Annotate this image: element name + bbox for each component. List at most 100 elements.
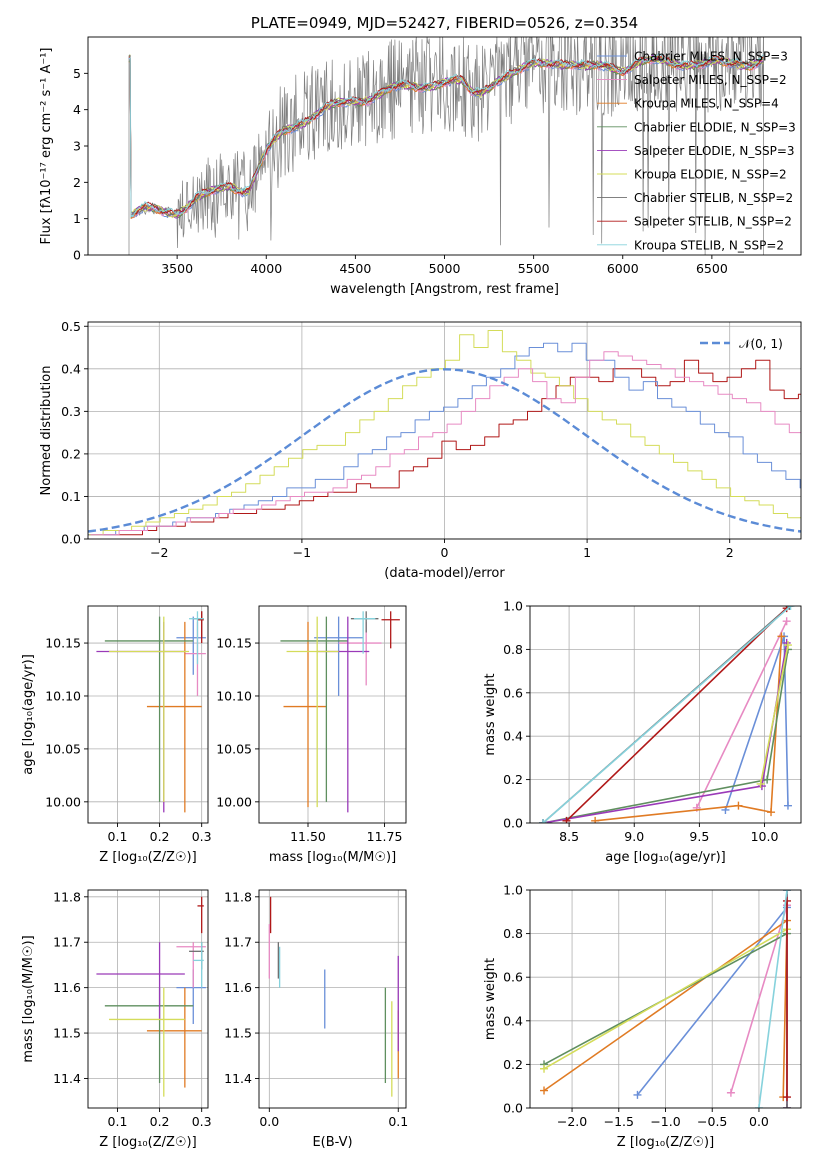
x-tick-label: 8.5 xyxy=(559,829,579,844)
x-tick-label: −1.5 xyxy=(604,1114,634,1129)
x-tick-label: −1 xyxy=(293,545,311,560)
y-axis-label: mass weight xyxy=(483,958,498,1040)
y-tick-label: 0 xyxy=(73,248,81,263)
legend-entry: 𝒩(0, 1) xyxy=(739,337,783,351)
chart-age_vs_mass: 11.50 11.75 10.00 10.05 10.10 10.15 mass [log₁… xyxy=(216,605,407,865)
x-axis-label: age [log₁₀(age/yr)] xyxy=(605,850,726,865)
weight-marker xyxy=(754,1104,763,1108)
y-tick-label: 0.0 xyxy=(503,816,523,831)
axes-frame xyxy=(87,605,209,824)
plot-area xyxy=(88,322,801,539)
y-tick-label: 0.3 xyxy=(61,404,81,419)
weight-series-salpeter-miles xyxy=(692,617,791,812)
histogram-step-salpeter-stelib xyxy=(88,359,801,536)
plot-area xyxy=(530,890,801,1108)
histogram-step-salpeter-miles xyxy=(90,351,801,536)
y-tick-label: 0.0 xyxy=(503,1101,523,1116)
plot-area xyxy=(530,606,801,823)
y-tick-label: 10.10 xyxy=(45,688,81,703)
y-tick-label: 0.1 xyxy=(61,489,81,504)
plot-area xyxy=(88,890,208,1108)
y-axis-label: age [log₁₀(age/yr)] xyxy=(21,654,36,775)
legend-entry: Salpeter MILES, N_SSP=2 xyxy=(634,73,787,87)
observed-spectrum-line xyxy=(128,37,764,255)
legend: Chabrier MILES, N_SSP=3 Salpeter MILES, N… xyxy=(597,50,796,252)
weight-marker xyxy=(782,617,791,626)
chart-spectrum: 3500 4000 4500 5000 5500 6000 6500 0 1 2 3 4 5 wavele… xyxy=(39,14,802,297)
y-tick-label: 0.8 xyxy=(503,642,523,657)
x-tick-label: 1 xyxy=(583,545,591,560)
data-point-kroupa-stelib xyxy=(189,611,204,665)
data-point-chabrier-elodie xyxy=(104,616,194,802)
y-tick-label: 11.6 xyxy=(53,980,81,995)
weight-marker xyxy=(782,1104,791,1108)
y-tick-label: 11.4 xyxy=(224,1071,252,1086)
data-point-salpeter-miles xyxy=(338,621,382,686)
data-point-kroupa-miles xyxy=(146,987,202,1088)
weight-marker xyxy=(562,816,571,823)
weight-marker xyxy=(782,890,791,894)
y-tick-label: 10.05 xyxy=(45,741,81,756)
weight-marker xyxy=(767,808,776,817)
weight-marker xyxy=(540,1064,549,1073)
legend-entry: Kroupa MILES, N_SSP=4 xyxy=(634,97,779,111)
x-tick-label: 0.2 xyxy=(150,829,170,844)
x-tick-label: 9.5 xyxy=(689,829,709,844)
plot-area xyxy=(88,606,208,823)
data-point-kroupa-miles xyxy=(283,621,327,808)
y-tick-label: 0.4 xyxy=(61,361,81,376)
x-axis-label: E(B-V) xyxy=(312,1135,352,1150)
weight-marker xyxy=(786,606,795,610)
weight-line xyxy=(730,905,788,1093)
weight-line xyxy=(696,620,788,809)
plot-area xyxy=(259,606,406,823)
legend-entry: Salpeter STELIB, N_SSP=2 xyxy=(634,215,792,229)
y-tick-label: 10.00 xyxy=(45,794,81,809)
axes-frame xyxy=(87,321,802,540)
weight-marker xyxy=(777,632,786,641)
data-point-salpeter-elodie xyxy=(96,621,185,813)
data-point-salpeter-miles xyxy=(184,621,206,696)
weight-marker xyxy=(726,1088,735,1097)
x-axis-label: Z [log₁₀(Z/Z☉)] xyxy=(617,1135,714,1150)
y-tick-label: 2 xyxy=(73,175,81,190)
x-tick-label: 0.1 xyxy=(108,829,128,844)
y-tick-label: 11.5 xyxy=(53,1026,81,1041)
chart-mass_vs_EBV: 0.0 0.1 11.4 11.5 11.6 11.7 11.8 E(B-V) xyxy=(224,889,408,1150)
x-tick-label: −2 xyxy=(150,545,168,560)
x-tick-label: 6000 xyxy=(607,261,639,276)
weight-marker xyxy=(782,896,791,905)
weight-series-salpeter-stelib xyxy=(782,896,791,1102)
y-tick-label: 0.2 xyxy=(61,446,81,461)
y-tick-label: 0.2 xyxy=(503,772,523,787)
x-tick-label: 0.3 xyxy=(192,829,212,844)
legend-entry: Chabrier ELODIE, N_SSP=3 xyxy=(634,120,796,134)
chart-age_vs_Z: 0.1 0.2 0.3 10.00 10.05 10.10 10.15 Z [log₁₀(Z/… xyxy=(21,605,212,865)
y-axis-label: mass [log₁₀(M/M☉)] xyxy=(21,935,36,1062)
weight-series-kroupa-miles xyxy=(591,632,786,823)
x-tick-label: 0.0 xyxy=(749,1114,769,1129)
x-tick-label: 3500 xyxy=(161,261,193,276)
plot-area xyxy=(128,37,764,255)
x-tick-label: 4500 xyxy=(339,261,371,276)
x-axis-label: mass [log₁₀(M/M☉)] xyxy=(269,850,396,865)
weight-series-kroupa-elodie xyxy=(756,641,792,788)
x-tick-label: 6500 xyxy=(696,261,728,276)
data-point-chabrier-miles xyxy=(176,616,206,675)
legend-entry: Chabrier MILES, N_SSP=3 xyxy=(634,50,788,64)
weight-marker xyxy=(633,1090,642,1099)
gaussian-curve xyxy=(88,368,801,533)
y-tick-label: 1.0 xyxy=(503,599,523,614)
y-tick-label: 0.6 xyxy=(503,970,523,985)
histogram-step-chabrier-miles xyxy=(88,342,801,536)
model-spectrum-kroupa-elodie xyxy=(128,54,764,219)
chart-mass_vs_Z: 0.1 0.2 0.3 11.4 11.5 11.6 11.7 11.8 Z [log₁₀(Z/… xyxy=(21,889,212,1150)
y-tick-label: 0.8 xyxy=(503,926,523,941)
y-tick-label: 0.2 xyxy=(503,1057,523,1072)
x-tick-label: 0 xyxy=(441,545,449,560)
weight-marker xyxy=(782,1093,791,1102)
weight-line xyxy=(542,642,788,823)
axes-frame xyxy=(529,605,802,824)
y-axis-label: Normed distribution xyxy=(39,366,54,496)
axes-frame xyxy=(258,605,407,824)
